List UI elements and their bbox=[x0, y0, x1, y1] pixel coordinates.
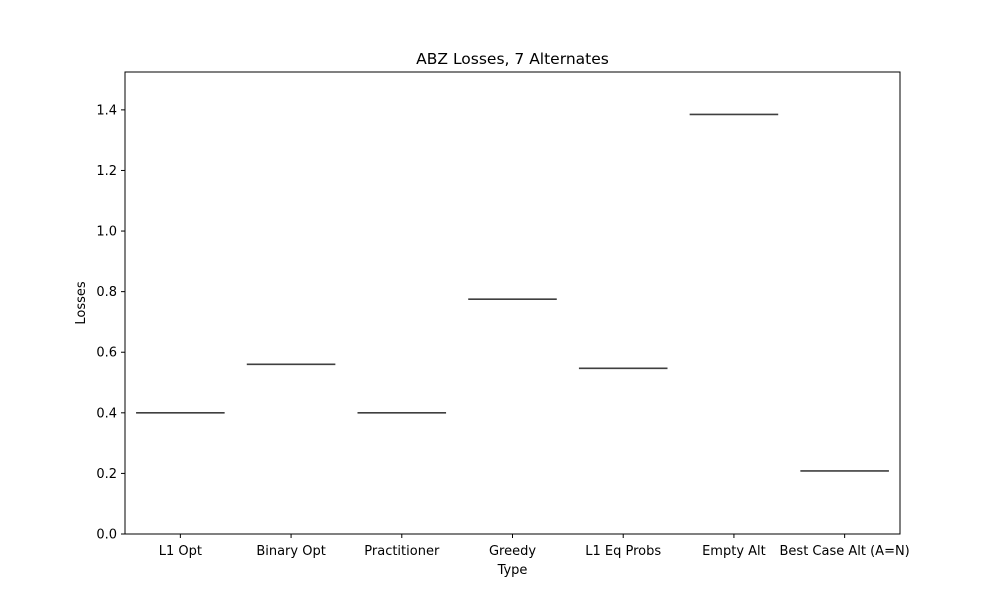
x-tick-label: L1 Eq Probs bbox=[585, 544, 661, 559]
y-axis: 0.0 0.2 0.4 0.6 0.8 1.0 1.2 1.4 bbox=[96, 103, 125, 543]
x-tick-label: Empty Alt bbox=[702, 544, 766, 559]
y-tick-label: 0.2 bbox=[96, 467, 117, 482]
y-tick-label: 1.2 bbox=[96, 164, 117, 179]
x-tick-label: Binary Opt bbox=[256, 544, 326, 559]
x-tick-label: Greedy bbox=[489, 544, 536, 559]
x-axis: L1 Opt Binary Opt Practitioner Greedy L1 Eq … bbox=[159, 534, 910, 559]
y-tick-label: 0.6 bbox=[96, 346, 117, 361]
y-tick-label: 1.4 bbox=[96, 103, 117, 118]
y-axis-title: Losses bbox=[74, 281, 89, 325]
x-tick-label: Best Case Alt (A=N) bbox=[780, 544, 910, 559]
chart-title: ABZ Losses, 7 Alternates bbox=[416, 50, 609, 68]
y-tick-label: 0.0 bbox=[96, 528, 117, 543]
y-tick-label: 0.8 bbox=[96, 285, 117, 300]
chart-marks bbox=[136, 113, 889, 472]
x-axis-title: Type bbox=[497, 563, 528, 578]
y-tick-label: 1.0 bbox=[96, 225, 117, 240]
y-tick-label: 0.4 bbox=[96, 406, 117, 421]
plot-frame bbox=[124, 71, 901, 535]
x-tick-label: L1 Opt bbox=[159, 544, 202, 559]
x-tick-label: Practitioner bbox=[364, 544, 440, 559]
